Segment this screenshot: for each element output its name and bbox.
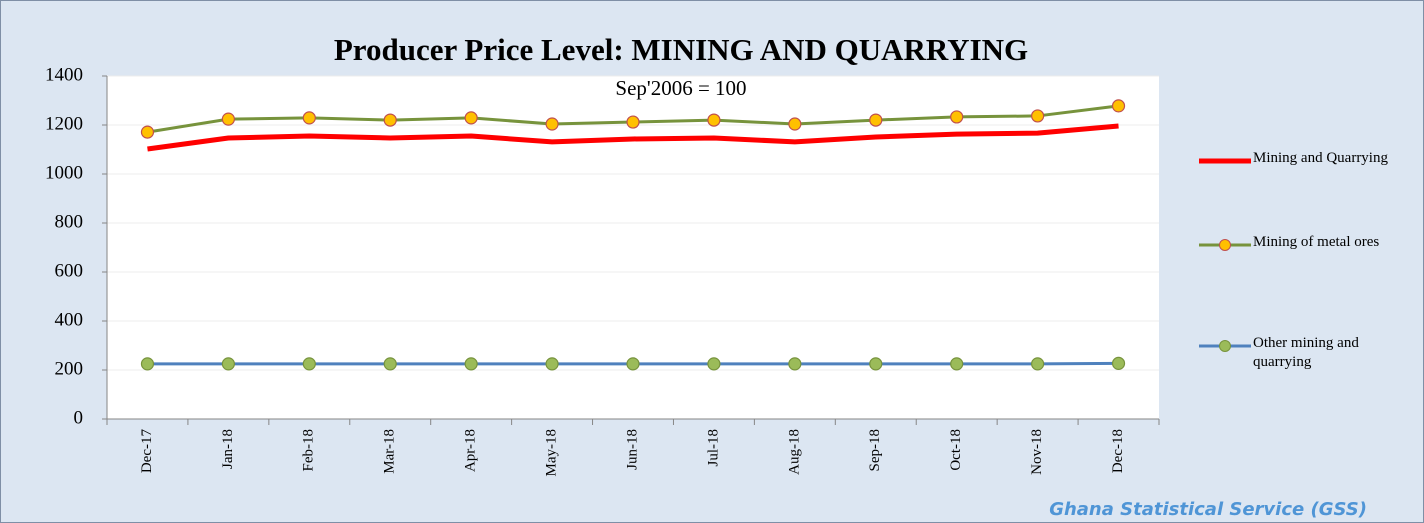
x-tick-label: Dec-18 — [1110, 429, 1126, 473]
y-tick-label: 1200 — [45, 113, 83, 134]
data-point — [140, 125, 155, 139]
data-point — [464, 357, 478, 371]
y-tick-label: 400 — [55, 309, 84, 330]
data-point — [221, 112, 235, 126]
data-point — [1031, 109, 1045, 123]
y-tick-label: 0 — [74, 407, 84, 428]
y-tick-label: 800 — [55, 211, 84, 232]
series-line — [147, 123, 1119, 152]
data-point — [383, 113, 397, 127]
data-point — [221, 357, 235, 371]
x-tick-label: Jul-18 — [705, 429, 721, 467]
x-tick-label: Oct-18 — [948, 429, 964, 471]
y-tick-label: 200 — [55, 358, 84, 379]
y-tick-label: 1000 — [45, 162, 83, 183]
legend-marker — [1219, 239, 1231, 251]
legend-marker — [1219, 340, 1231, 352]
legend-label: Mining of metal ores — [1253, 234, 1380, 250]
data-point — [1111, 356, 1126, 370]
data-point — [140, 357, 155, 371]
data-point — [464, 111, 478, 125]
data-point — [869, 357, 883, 371]
x-tick-label: May-18 — [544, 429, 560, 477]
data-point — [383, 357, 397, 371]
y-tick-label: 600 — [55, 260, 84, 281]
x-tick-label: Jan-18 — [220, 429, 236, 469]
legend-label: Mining and Quarrying — [1253, 150, 1388, 166]
x-tick-label: Aug-18 — [786, 429, 802, 475]
data-point — [1031, 357, 1045, 371]
data-point — [707, 357, 721, 371]
data-point — [950, 110, 964, 124]
data-point — [1111, 99, 1126, 113]
data-point — [545, 357, 559, 371]
chart-subtitle: Sep'2006 = 100 — [615, 76, 746, 100]
legend-label: Other mining and quarrying — [1253, 335, 1359, 370]
x-tick-label: Mar-18 — [382, 429, 398, 474]
data-point — [788, 357, 802, 371]
data-point — [626, 357, 640, 371]
data-point — [869, 113, 883, 127]
x-tick-label: Jun-18 — [624, 429, 640, 470]
x-tick-label: Dec-17 — [139, 429, 155, 474]
data-point — [545, 117, 559, 131]
data-point — [707, 113, 721, 127]
data-point — [626, 115, 640, 129]
x-tick-label: Apr-18 — [463, 429, 479, 472]
data-point — [950, 357, 964, 371]
x-tick-label: Feb-18 — [301, 429, 317, 472]
source-note: Ghana Statistical Service (GSS) — [1049, 499, 1367, 520]
data-point — [788, 117, 802, 131]
data-point — [302, 357, 316, 371]
x-tick-label: Nov-18 — [1029, 429, 1045, 475]
chart-title: Producer Price Level: MINING AND QUARRYI… — [334, 32, 1028, 67]
x-tick-label: Sep-18 — [867, 429, 883, 472]
y-tick-label: 1400 — [45, 64, 83, 85]
data-point — [302, 111, 316, 125]
